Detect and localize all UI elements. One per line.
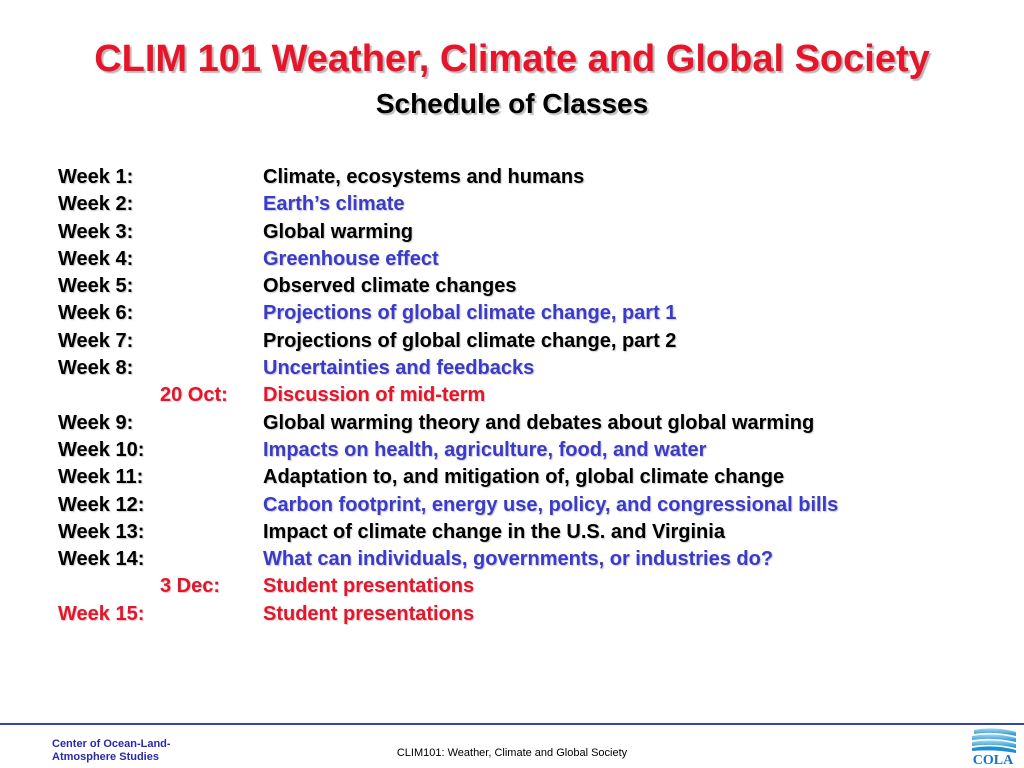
schedule-week-label: Week 1: <box>58 166 134 188</box>
schedule-week-label: Week 8: <box>58 357 134 380</box>
schedule-topic: What can individuals, governments, or in… <box>263 548 774 571</box>
schedule-row: Week 9: Global warming theory and debates… <box>58 410 998 437</box>
schedule-row: Week 3: Global warming <box>58 219 998 246</box>
slide-subtitle: Schedule of Classes <box>375 88 649 119</box>
schedule-row: Week 11: Adaptation to, and mitigation of… <box>58 464 998 491</box>
schedule-row: Week 6: Projections of global climate cha… <box>58 300 998 327</box>
schedule-topic: Projections of global climate change, pa… <box>263 329 677 352</box>
schedule-topic: Observed climate changes <box>263 275 517 298</box>
schedule-week-label: Week 3: <box>58 220 134 243</box>
schedule-row: Week 10: Impacts on health, agriculture, … <box>58 437 998 464</box>
schedule-row: Week 13: Impact of climate change in the … <box>58 519 998 546</box>
schedule-topic: Student presentations <box>263 575 475 598</box>
schedule-week-label: Week 14: <box>58 548 145 571</box>
schedule-row: Week 5: Observed climate changes <box>58 273 998 300</box>
schedule-topic: Global warming <box>263 220 414 243</box>
slide-title: CLIM 101 Weather, Climate and Global Soc… <box>94 38 930 80</box>
schedule-list: Week 1: Climate, ecosystems and humans Wee… <box>58 164 998 628</box>
schedule-row: Week 14: What can individuals, government… <box>58 546 998 573</box>
schedule-week-label: Week 11: <box>58 466 144 489</box>
schedule-row: Week 1: Climate, ecosystems and humans <box>58 164 998 191</box>
schedule-row: Week 4: Greenhouse effect <box>58 246 998 273</box>
schedule-week-label: Week 13: <box>58 520 145 543</box>
footer-organization: Center of Ocean-Land- Atmosphere Studies <box>52 738 171 764</box>
logo-text: COLA <box>973 753 1014 766</box>
schedule-week-label: 3 Dec: <box>160 575 221 598</box>
schedule-row: 3 Dec: Student presentations <box>58 573 998 600</box>
schedule-topic: Impacts on health, agriculture, food, an… <box>263 438 707 461</box>
schedule-topic: Adaptation to, and mitigation of, global… <box>263 466 785 489</box>
schedule-topic: Discussion of mid-term <box>263 384 486 407</box>
footer-divider <box>0 723 1024 725</box>
schedule-week-label: Week 4: <box>58 247 134 270</box>
schedule-topic: Earth’s climate <box>263 193 405 216</box>
schedule-week-label: Week 10: <box>58 438 145 461</box>
schedule-topic: Projections of global climate change, pa… <box>263 302 677 325</box>
schedule-topic: Uncertainties and feedbacks <box>263 357 535 380</box>
footer-org-line2: Atmosphere Studies <box>52 751 159 763</box>
schedule-week-label: Week 12: <box>58 493 145 516</box>
schedule-row: Week 8: Uncertainties and feedbacks <box>58 355 998 382</box>
schedule-row: Week 15: Student presentations <box>58 601 998 628</box>
schedule-week-label: Week 15: <box>58 602 145 625</box>
schedule-week-label: Week 9: <box>58 411 134 434</box>
schedule-row: 20 Oct: Discussion of mid-term <box>58 382 998 409</box>
cola-logo-icon: COLA <box>972 728 1016 766</box>
footer-org-line1: Center of Ocean-Land- <box>52 738 171 750</box>
schedule-row: Week 2: Earth’s climate <box>58 191 998 218</box>
schedule-topic: Impact of climate change in the U.S. and… <box>263 520 725 543</box>
schedule-week-label: 20 Oct: <box>160 384 228 407</box>
schedule-row: Week 12: Carbon footprint, energy use, po… <box>58 492 998 519</box>
schedule-topic: Carbon footprint, energy use, policy, an… <box>263 493 839 516</box>
schedule-topic: Global warming theory and debates about … <box>263 411 815 434</box>
schedule-week-label: Week 6: <box>58 302 134 325</box>
schedule-week-label: Week 5: <box>58 275 134 298</box>
schedule-topic: Greenhouse effect <box>263 247 439 270</box>
schedule-row: Week 7: Projections of global climate cha… <box>58 328 998 355</box>
schedule-week-label: Week 2: <box>58 193 134 216</box>
schedule-topic: Student presentations <box>263 602 475 625</box>
schedule-topic: Climate, ecosystems and humans <box>263 166 585 188</box>
footer-course-name: CLIM101: Weather, Climate and Global Soc… <box>396 747 628 759</box>
schedule-week-label: Week 7: <box>58 329 134 352</box>
